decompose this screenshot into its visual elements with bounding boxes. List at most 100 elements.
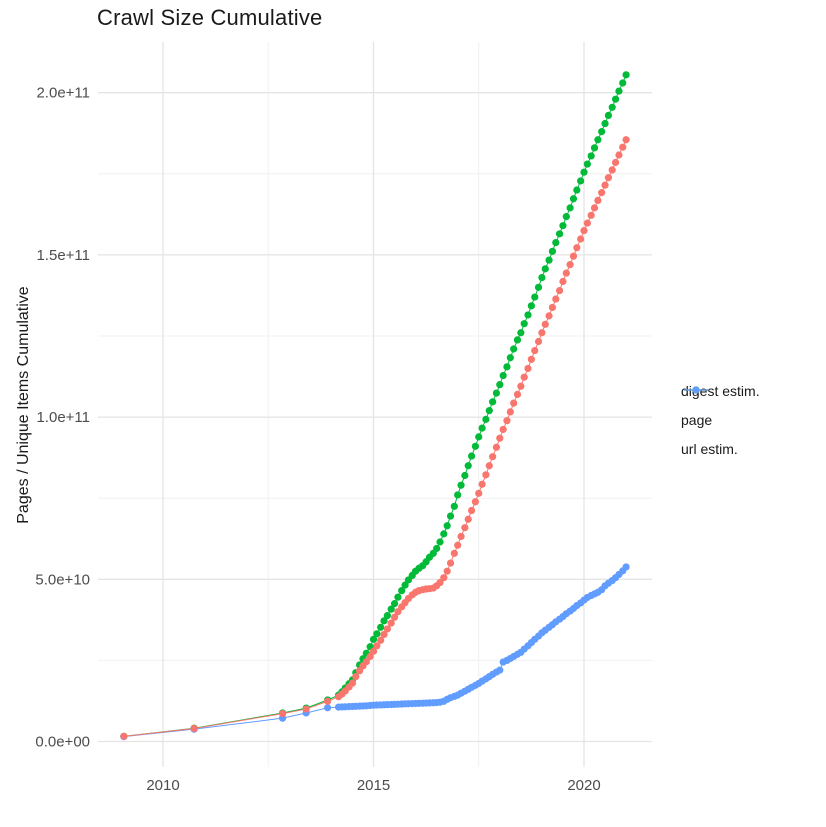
data-point-digest-estim — [604, 174, 613, 182]
data-point-digest-estim — [513, 390, 522, 398]
data-point-digest-estim — [362, 658, 370, 666]
data-point-digest-estim — [577, 235, 585, 243]
data-point-page — [569, 195, 578, 203]
data-point-digest-estim — [348, 679, 357, 687]
data-point-page — [527, 302, 535, 310]
data-point-digest-estim — [587, 211, 595, 219]
data-point-digest-estim — [548, 303, 557, 312]
data-point-digest-estim — [436, 578, 444, 587]
x-tick-label: 2015 — [357, 777, 390, 794]
data-point-digest-estim — [380, 630, 388, 639]
data-point-url-estim — [622, 563, 630, 571]
data-point-page — [520, 320, 528, 328]
data-point-page — [492, 389, 501, 397]
data-point-digest-estim — [534, 337, 543, 346]
data-point-page — [601, 119, 609, 128]
data-point-page — [566, 204, 574, 212]
data-point-page — [436, 538, 444, 546]
data-point-digest-estim — [383, 625, 391, 633]
data-point-digest-estim — [601, 181, 609, 189]
data-point-digest-estim — [450, 549, 458, 557]
data-point-digest-estim — [278, 710, 287, 718]
data-point-page — [398, 587, 406, 595]
data-point-page — [615, 87, 623, 95]
data-point-digest-estim — [492, 443, 501, 451]
data-point-digest-estim — [373, 642, 381, 650]
data-point-digest-estim — [619, 143, 627, 151]
data-point-page — [541, 265, 549, 273]
data-point-digest-estim — [562, 269, 570, 277]
y-tick-label: 5.0e+10 — [35, 571, 90, 588]
data-point-digest-estim — [471, 498, 479, 506]
data-point-page — [513, 336, 522, 344]
data-point-page — [524, 311, 532, 319]
data-point-page — [534, 283, 543, 291]
data-point-digest-estim — [461, 524, 469, 532]
data-point-digest-estim — [496, 434, 504, 442]
data-point-digest-estim — [454, 541, 462, 549]
data-point-page — [506, 354, 514, 362]
data-point-digest-estim — [545, 312, 553, 320]
data-point-page — [457, 481, 465, 489]
data-point-page — [454, 491, 462, 499]
data-point-digest-estim — [390, 613, 399, 621]
data-point-page — [587, 152, 595, 160]
data-point-page — [496, 381, 504, 389]
data-point-page — [598, 128, 606, 136]
data-point-digest-estim — [527, 355, 535, 363]
data-point-digest-estim — [569, 252, 578, 260]
data-point-digest-estim — [559, 277, 567, 286]
data-point-digest-estim — [377, 636, 385, 644]
data-point-digest-estim — [482, 471, 490, 479]
legend-label: page — [681, 412, 713, 428]
data-point-digest-estim — [566, 261, 574, 269]
data-point-page — [369, 635, 378, 643]
data-point-digest-estim — [573, 244, 581, 252]
data-point-digest-estim — [302, 705, 310, 713]
data-point-page — [464, 462, 472, 470]
data-point-digest-estim — [520, 373, 528, 381]
data-point-page — [517, 329, 525, 337]
data-point-page — [619, 79, 627, 87]
data-point-page — [446, 512, 455, 520]
data-point-digest-estim — [485, 462, 493, 470]
data-point-page — [559, 222, 567, 230]
data-point-digest-estim — [440, 574, 448, 582]
data-point-page — [485, 407, 493, 415]
data-point-digest-estim — [583, 219, 591, 227]
data-point-digest-estim — [387, 619, 395, 627]
data-point-page — [471, 442, 479, 450]
data-point-digest-estim — [352, 673, 360, 681]
data-point-digest-estim — [541, 320, 549, 328]
data-point-digest-estim — [598, 189, 606, 197]
data-point-page — [545, 256, 553, 264]
data-point-page — [489, 398, 497, 406]
data-point-page — [450, 502, 458, 510]
y-tick-label: 1.0e+11 — [36, 409, 90, 426]
data-point-digest-estim — [467, 506, 476, 515]
legend-item-url-estim: url estim. — [681, 386, 760, 458]
data-point-digest-estim — [464, 515, 472, 523]
data-point-page — [401, 581, 409, 589]
data-point-digest-estim — [478, 480, 486, 488]
data-point-digest-estim — [503, 417, 511, 425]
data-point-url-estim — [496, 666, 504, 674]
data-point-page — [577, 177, 585, 185]
data-point-digest-estim — [524, 364, 532, 373]
data-point-page — [583, 160, 591, 168]
data-point-page — [590, 144, 599, 152]
data-point-page — [475, 433, 483, 441]
data-point-page — [443, 522, 451, 530]
data-point-page — [510, 345, 518, 353]
chart-title: Crawl Size Cumulative — [97, 5, 323, 30]
data-point-page — [538, 274, 546, 282]
y-tick-label: 2.0e+11 — [36, 85, 90, 102]
data-point-page — [608, 103, 616, 111]
data-point-digest-estim — [394, 608, 402, 616]
data-point-digest-estim — [120, 732, 128, 740]
data-point-page — [440, 530, 448, 538]
y-tick-label: 0.0e+00 — [35, 734, 90, 751]
data-point-digest-estim — [499, 425, 507, 434]
